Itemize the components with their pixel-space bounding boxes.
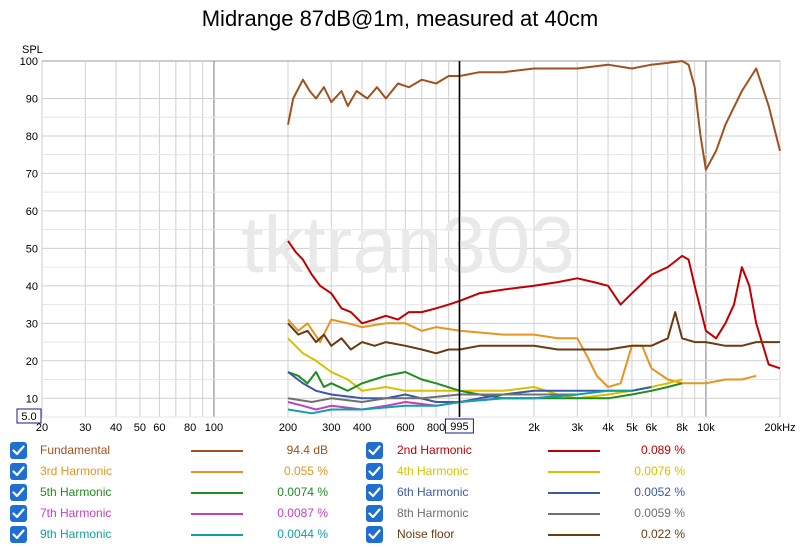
legend-swatch-4th-harmonic	[548, 471, 600, 473]
checkbox-2nd-harmonic[interactable]	[366, 442, 383, 459]
legend-swatch-7th-harmonic	[191, 513, 243, 515]
legend-swatch-6th-harmonic	[548, 492, 600, 494]
x-tick-label: 8k	[676, 422, 688, 434]
checkbox-4th-harmonic[interactable]	[366, 463, 383, 480]
cursor-box[interactable]	[444, 418, 474, 434]
legend-swatch-9th-harmonic	[191, 534, 243, 536]
legend-label-fundamental: Fundamental	[40, 443, 111, 457]
series-line-9th-harmonic	[287, 389, 632, 415]
x-tick-label: 80	[184, 422, 196, 434]
x-tick-label: 4k	[602, 422, 614, 434]
legend-value-fundamental: 94.4 dB	[286, 443, 328, 457]
legend-value-5th-harmonic: 0.0074 %	[277, 485, 328, 499]
series-line-2nd-harmonic	[287, 240, 781, 370]
legend-value-noise-floor: 0.022 %	[640, 527, 685, 541]
x-tick-label: 3k	[572, 422, 584, 434]
chart-title: Midrange 87dB@1m, measured at 40cm	[201, 6, 599, 31]
legend-label-7th-harmonic: 7th Harmonic	[40, 506, 112, 520]
checkbox-9th-harmonic[interactable]	[10, 526, 27, 543]
legend-value-2nd-harmonic: 0.089 %	[640, 443, 685, 457]
x-tick-label: 400	[353, 422, 371, 434]
y-tick-label: 100	[20, 56, 38, 68]
x-tick-label: 300	[322, 422, 340, 434]
legend-label-noise-floor: Noise floor	[397, 527, 455, 541]
x-tick-label: 2k	[528, 422, 540, 434]
legend-value-9th-harmonic: 0.0044 %	[277, 527, 328, 541]
x-tick-label: 20	[36, 422, 48, 434]
x-tick-label: 30	[79, 422, 91, 434]
cursor-label: 995	[450, 421, 468, 433]
y-tick-label: 20	[26, 356, 38, 368]
x-tick-label: 6k	[646, 422, 658, 434]
grid	[41, 61, 781, 418]
y-tick-label: 30	[26, 318, 38, 330]
plot-frame	[41, 60, 781, 418]
legend-swatch-3rd-harmonic	[191, 471, 243, 473]
x-tick-label: 40	[110, 422, 122, 434]
legend-label-5th-harmonic: 5th Harmonic	[40, 485, 112, 499]
legend-value-4th-harmonic: 0.0076 %	[634, 464, 685, 478]
legend-label-8th-harmonic: 8th Harmonic	[397, 506, 469, 520]
x-tick-label: 100	[205, 422, 223, 434]
y-tick-label: 70	[26, 168, 38, 180]
plot-area[interactable]: tktran303 SPL 100 90 80 70 60 50 40 30 20 10 20 30…	[0, 0, 800, 437]
legend-swatch-noise-floor	[548, 534, 600, 536]
y-tick-label: 50	[26, 243, 38, 255]
checkbox-5th-harmonic[interactable]	[10, 484, 27, 501]
legend-value-7th-harmonic: 0.0087 %	[277, 506, 328, 520]
x-tick-label: 800	[427, 422, 445, 434]
legend-value-6th-harmonic: 0.0052 %	[634, 485, 685, 499]
series-line-5th-harmonic	[287, 371, 683, 400]
y-tick-label: 90	[26, 93, 38, 105]
y-tick-label: 40	[26, 281, 38, 293]
checkbox-7th-harmonic[interactable]	[10, 505, 27, 522]
x-ticks: 20 30 40 50 60 80 100 200 300 400 600 800 2k 3k 4k 5k 6k…	[36, 422, 796, 434]
legend-swatch-2nd-harmonic	[548, 450, 600, 452]
y-tick-label: 80	[26, 131, 38, 143]
series-line-6th-harmonic	[287, 371, 652, 403]
series-line-noise-floor	[287, 311, 780, 355]
x-tick-label: 50	[134, 422, 146, 434]
y-min-box	[16, 408, 42, 424]
x-tick-label: 20kHz	[764, 422, 795, 434]
x-tick-label: 10k	[697, 422, 715, 434]
legend-swatch-8th-harmonic	[548, 513, 600, 515]
series-line-3rd-harmonic	[287, 318, 757, 388]
legend-value-8th-harmonic: 0.0059 %	[634, 506, 685, 520]
legend-label-3rd-harmonic: 3rd Harmonic	[40, 464, 113, 478]
checkbox-8th-harmonic[interactable]	[366, 505, 383, 522]
y-ticks: 100 90 80 70 60 50 40 30 20 10	[20, 56, 38, 405]
series-line-8th-harmonic	[287, 393, 578, 403]
legend-swatch-fundamental	[191, 450, 243, 452]
x-tick-label: 200	[279, 422, 297, 434]
x-tick-label: 60	[153, 422, 165, 434]
series-line-fundamental	[287, 60, 781, 171]
x-tick-label: 600	[396, 422, 414, 434]
x-tick-label: 5k	[626, 422, 638, 434]
watermark: tktran303	[241, 200, 575, 289]
legend-label-4th-harmonic: 4th Harmonic	[397, 464, 469, 478]
legend-value-3rd-harmonic: 0.055 %	[283, 464, 328, 478]
checkbox-6th-harmonic[interactable]	[366, 484, 383, 501]
y-tick-label: 60	[26, 206, 38, 218]
checkbox-noise-floor[interactable]	[366, 526, 383, 543]
checkbox-3rd-harmonic[interactable]	[10, 463, 27, 480]
legend-label-9th-harmonic: 9th Harmonic	[40, 527, 112, 541]
legend-label-2nd-harmonic: 2nd Harmonic	[397, 443, 472, 457]
legend-swatch-5th-harmonic	[191, 492, 243, 494]
checkbox-fundamental[interactable]	[10, 442, 27, 459]
legend-label-6th-harmonic: 6th Harmonic	[397, 485, 469, 499]
y-axis-label: SPL	[22, 44, 43, 56]
y-min-label: 5.0	[21, 411, 36, 423]
legend: Fundamental 94.4 dB 2nd Harmonic 0.089 % 3rd…	[0, 438, 800, 547]
y-tick-label: 10	[26, 393, 38, 405]
